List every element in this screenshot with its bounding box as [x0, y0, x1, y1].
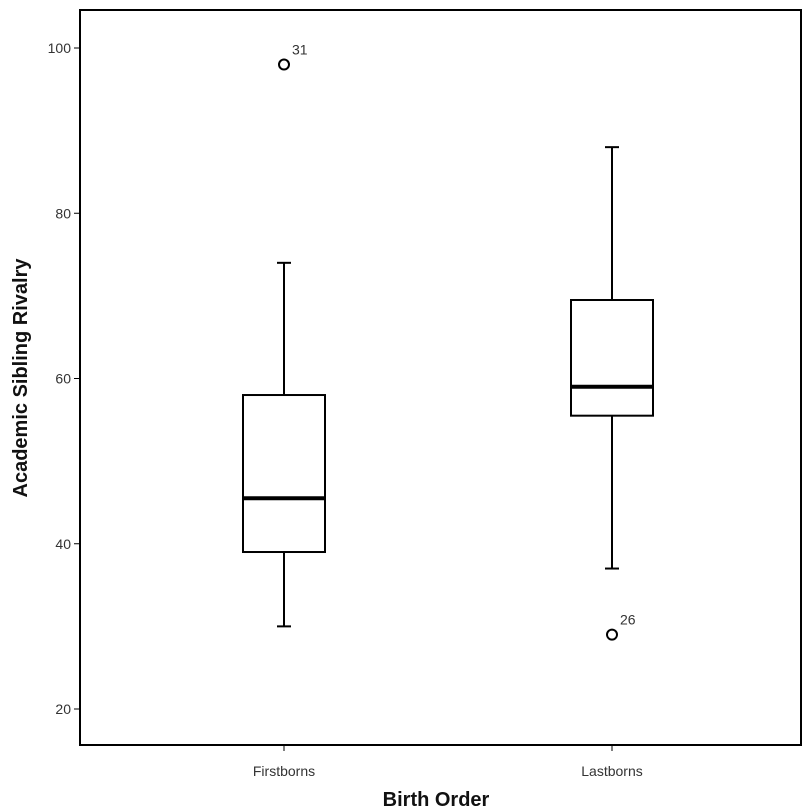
outlier-label: 26 — [620, 612, 636, 628]
y-axis-title: Academic Sibling Rivalry — [10, 258, 32, 498]
x-tick-label: Firstborns — [253, 763, 315, 779]
outlier-point — [606, 628, 618, 641]
y-tick-label: 80 — [55, 205, 71, 221]
plot-area — [79, 9, 802, 746]
outlier-point — [278, 58, 290, 71]
x-tick-label: Lastborns — [581, 763, 642, 779]
y-tick-label: 20 — [55, 701, 71, 717]
iqr-box — [570, 299, 654, 417]
iqr-box — [242, 394, 326, 554]
y-tick-label: 60 — [55, 371, 71, 387]
boxes: 31 26 — [242, 42, 654, 641]
x-axis: Firstborns Lastborns — [253, 745, 643, 779]
y-axis: 20 40 60 80 100 — [48, 40, 80, 717]
x-axis-title: Birth Order — [383, 789, 490, 810]
y-tick-label: 100 — [48, 40, 72, 56]
y-tick-label: 40 — [55, 536, 71, 552]
outlier-label: 31 — [292, 42, 308, 58]
